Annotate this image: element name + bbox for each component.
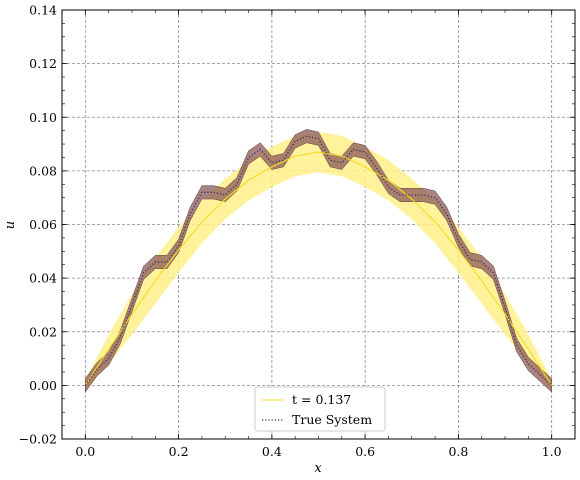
y-tick-label: 0.00 xyxy=(29,378,57,393)
tick-labels: 0.0 0.2 0.4 0.6 0.8 1.0 −0.02 0.00 0.02 0.04 0.06 0… xyxy=(19,3,562,460)
y-tick-label: 0.04 xyxy=(29,271,57,286)
band-true-system xyxy=(85,129,552,393)
y-tick-label: 0.02 xyxy=(29,324,57,339)
y-tick-label: 0.08 xyxy=(29,163,57,178)
y-axis-label: u xyxy=(3,221,18,229)
grid-lines xyxy=(62,10,575,439)
band-t xyxy=(85,131,552,391)
legend-label-t: t = 0.137 xyxy=(292,392,351,407)
x-tick-label: 0.4 xyxy=(262,444,282,459)
series-line-true-system xyxy=(84,135,553,386)
x-tick-label: 0.6 xyxy=(355,444,375,459)
x-tick-label: 1.0 xyxy=(542,444,562,459)
x-tick-label: 0.2 xyxy=(169,444,189,459)
x-tick-label: 0.8 xyxy=(448,444,468,459)
y-tick-label: 0.10 xyxy=(29,110,57,125)
legend-label-true-system: True System xyxy=(292,412,372,427)
legend-box xyxy=(254,386,386,432)
y-tick-label: 0.14 xyxy=(29,3,57,18)
x-tick-label: 0.0 xyxy=(75,444,95,459)
axis-ticks xyxy=(61,9,576,440)
series-lines xyxy=(84,135,553,386)
x-axis-label: x xyxy=(314,461,322,476)
series-line-t xyxy=(84,151,553,386)
y-tick-label: −0.02 xyxy=(19,432,57,447)
legend: t = 0.137 True System xyxy=(254,386,386,432)
y-tick-label: 0.06 xyxy=(29,217,57,232)
uncertainty-bands xyxy=(85,129,552,393)
y-tick-label: 0.12 xyxy=(29,56,57,71)
